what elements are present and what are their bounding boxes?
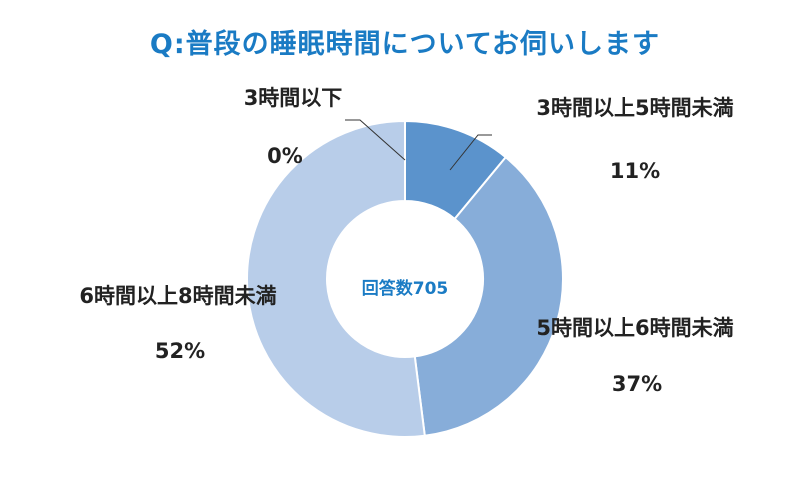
category-label-0: 3時間以下: [244, 86, 343, 110]
value-label-2: 37%: [612, 372, 662, 396]
value-label-0: 0%: [267, 144, 303, 168]
category-label-3: 6時間以上8時間未満: [79, 284, 276, 308]
slice-3: [246, 119, 426, 438]
leader-line-0: [345, 119, 406, 161]
category-label-2: 5時間以上6時間未満: [536, 316, 733, 340]
value-label-1: 11%: [610, 159, 660, 183]
category-label-1: 3時間以上5時間未満: [536, 96, 733, 120]
center-label: 回答数705: [362, 278, 449, 299]
chart-title: Q:普段の睡眠時間についてお伺いします: [149, 29, 661, 60]
value-label-3: 52%: [155, 339, 205, 363]
slice-2: [413, 155, 564, 437]
leader-line-1: [449, 134, 492, 171]
